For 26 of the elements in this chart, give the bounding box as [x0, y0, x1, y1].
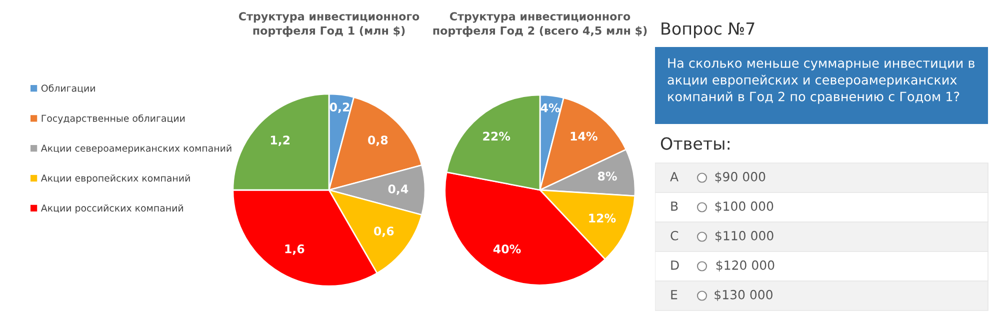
data-label: 1,6	[285, 244, 304, 255]
data-label: 8%	[598, 172, 617, 181]
data-label: 0,2	[330, 102, 350, 114]
text: E $130 000	[671, 290, 772, 302]
data-label: 22%	[483, 132, 510, 141]
legend-label: Акции североамериканских компаний	[40, 144, 232, 154]
data-label: 14%	[570, 132, 598, 141]
text: D $120 000	[671, 260, 774, 272]
text: B $100 000	[671, 201, 774, 213]
data-label: 0,8	[368, 136, 388, 146]
text: A $90 000	[670, 172, 766, 184]
chart-title: Структура инвестиционного портфеля Год 2 (всего 4,5 млн $)	[433, 12, 647, 37]
chart-title: Структура инвестиционного портфеля Год 1 (млн $)	[238, 12, 420, 37]
text: C $110 000	[670, 230, 774, 242]
text: На сколько меньше суммарные инвестиции в акции европейских и североамериканских компаний в Год 2 по сравнению с Годом 1?	[668, 58, 974, 104]
text: Вопрос №7	[662, 22, 754, 38]
data-label: 1,2	[270, 136, 290, 146]
legend-label: Акции российских компаний	[40, 204, 183, 214]
data-label: 40%	[493, 244, 521, 254]
data-label: 12%	[589, 214, 616, 223]
legend-label: Акции европейских компаний	[40, 174, 190, 184]
text: Ответы:	[660, 137, 730, 150]
data-label: 0,4	[388, 184, 408, 195]
legend-label: Облигации	[41, 84, 95, 93]
data-label: 0,6	[374, 226, 394, 238]
legend-label: Государственные облигации	[42, 114, 185, 124]
